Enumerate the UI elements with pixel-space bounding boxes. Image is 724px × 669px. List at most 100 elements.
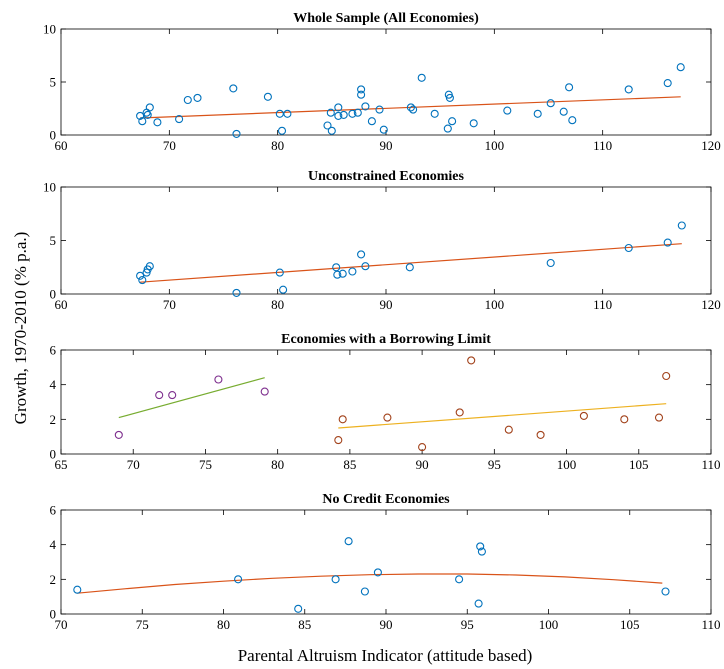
data-point <box>338 415 347 424</box>
data-point <box>263 92 272 101</box>
data-point <box>234 575 243 584</box>
data-point <box>277 126 287 135</box>
data-point <box>114 430 123 439</box>
data-point <box>333 270 342 279</box>
data-point <box>417 73 426 82</box>
x-tick-label: 75 <box>199 457 212 472</box>
y-tick-label: 0 <box>50 128 57 143</box>
data-point <box>373 568 382 577</box>
data-point <box>331 575 340 584</box>
data-point <box>168 391 177 400</box>
x-tick-label: 120 <box>701 138 721 153</box>
y-tick-label: 6 <box>50 503 57 518</box>
data-point <box>232 129 241 138</box>
data-point <box>409 105 418 114</box>
data-point <box>353 108 362 117</box>
data-point <box>332 263 341 272</box>
data-point <box>348 267 357 276</box>
data-point <box>476 542 485 551</box>
data-point <box>357 250 366 259</box>
y-tick-label: 10 <box>43 22 56 37</box>
data-point <box>624 243 633 253</box>
data-point <box>455 575 464 584</box>
x-tick-label: 80 <box>217 617 230 632</box>
data-point <box>339 110 348 119</box>
data-point <box>405 263 414 272</box>
data-point <box>565 83 574 92</box>
x-tick-label: 110 <box>593 138 612 153</box>
y-tick-label: 0 <box>50 447 57 462</box>
y-axis-label: Growth, 1970-2010 (% p.a.) <box>11 232 30 425</box>
x-tick-label: 110 <box>701 617 720 632</box>
x-tick-label: 60 <box>55 138 68 153</box>
data-point <box>232 288 241 297</box>
data-point <box>383 413 392 422</box>
data-point <box>443 124 452 133</box>
data-point <box>229 84 238 93</box>
fit-line <box>118 377 265 419</box>
data-point <box>275 268 284 277</box>
data-point <box>536 430 545 439</box>
data-point <box>279 285 288 294</box>
data-point <box>338 269 347 278</box>
x-tick-label: 100 <box>485 138 505 153</box>
x-tick-label: 75 <box>136 617 149 632</box>
data-point <box>503 106 512 115</box>
x-tick-label: 105 <box>629 457 649 472</box>
data-point <box>361 102 370 111</box>
data-point <box>344 537 353 546</box>
y-tick-label: 5 <box>50 75 57 90</box>
y-tick-label: 6 <box>50 343 57 358</box>
data-point <box>533 109 542 118</box>
x-tick-label: 65 <box>55 457 68 472</box>
data-point <box>348 109 357 118</box>
data-point <box>145 262 154 271</box>
x-tick-label: 90 <box>380 297 393 312</box>
y-tick-label: 5 <box>50 233 57 248</box>
data-point <box>379 125 388 134</box>
x-axis-label: Parental Altruism Indicator (attitude ba… <box>238 646 533 665</box>
data-point <box>361 262 370 271</box>
x-tick-label: 105 <box>620 617 640 632</box>
data-point <box>677 221 686 230</box>
data-point <box>568 116 577 125</box>
data-point <box>143 110 152 119</box>
x-tick-label: 80 <box>271 457 284 472</box>
data-point <box>467 356 476 365</box>
data-point <box>357 90 366 99</box>
data-point <box>663 79 672 88</box>
x-tick-label: 90 <box>380 138 393 153</box>
fit-line <box>140 243 682 283</box>
data-point <box>145 103 154 112</box>
data-point <box>406 103 415 112</box>
data-point <box>214 375 223 384</box>
x-tick-label: 95 <box>461 617 474 632</box>
x-tick-label: 85 <box>298 617 311 632</box>
x-tick-label: 70 <box>127 457 140 472</box>
fit-line <box>77 573 663 594</box>
data-point <box>327 126 336 135</box>
x-tick-label: 85 <box>343 457 356 472</box>
data-point <box>357 85 366 94</box>
data-point <box>375 105 384 114</box>
data-point <box>448 117 457 126</box>
data-point <box>367 117 376 126</box>
y-tick-label: 2 <box>50 572 57 587</box>
data-point <box>73 585 82 594</box>
data-point <box>275 109 284 118</box>
data-point <box>654 413 664 422</box>
data-point <box>559 107 568 116</box>
data-point <box>294 604 303 613</box>
data-point <box>326 108 335 117</box>
data-point <box>153 118 162 127</box>
chart-title: No Credit Economies <box>322 492 450 507</box>
x-tick-label: 90 <box>380 617 393 632</box>
fit-line <box>338 403 667 429</box>
data-point <box>469 119 478 128</box>
x-tick-label: 70 <box>55 617 68 632</box>
data-point <box>136 111 145 120</box>
data-point <box>430 109 439 118</box>
y-tick-label: 4 <box>50 537 57 552</box>
